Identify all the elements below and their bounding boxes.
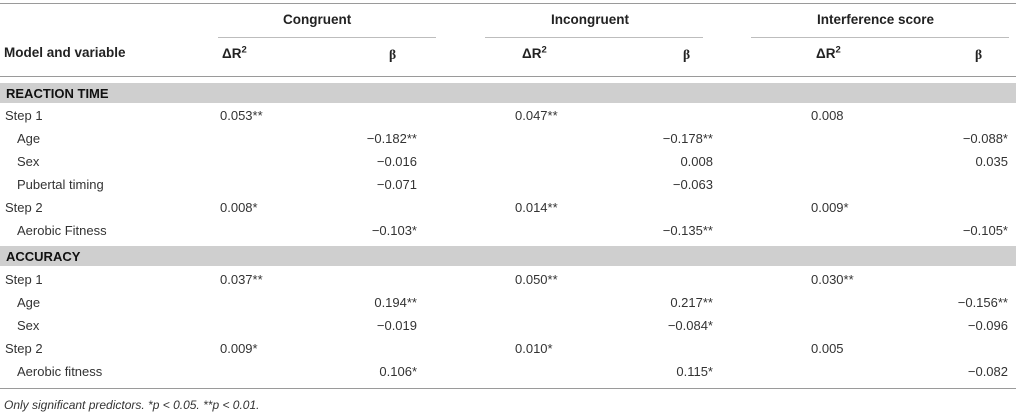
table-row: Pubertal timing −0.071 −0.063 bbox=[0, 173, 1016, 196]
cell-interference-beta: −0.082 bbox=[967, 364, 1008, 379]
cell-incongruent-dr2: 0.047** bbox=[515, 108, 558, 123]
delta-r2-text: ΔR bbox=[222, 46, 242, 61]
table-row: Aerobic Fitness −0.103* −0.135** −0.105* bbox=[0, 219, 1016, 242]
group-header-incongruent: Incongruent bbox=[551, 12, 629, 27]
cell-congruent-beta: −0.019 bbox=[376, 318, 417, 333]
cell-incongruent-beta: −0.178** bbox=[662, 131, 713, 146]
cell-interference-beta: −0.156** bbox=[957, 295, 1008, 310]
top-rule bbox=[0, 3, 1016, 4]
cell-incongruent-beta: 0.115* bbox=[676, 364, 713, 379]
delta-r2-header: ΔR2 bbox=[522, 44, 547, 61]
group-rule-interference bbox=[751, 37, 1009, 38]
table-row: Age 0.194** 0.217** −0.156** bbox=[0, 291, 1016, 314]
cell-incongruent-beta: −0.135** bbox=[662, 223, 713, 238]
row-label: Step 1 bbox=[5, 108, 43, 123]
row-label: Age bbox=[17, 131, 41, 146]
cell-incongruent-dr2: 0.010* bbox=[515, 341, 553, 356]
beta-header: β bbox=[389, 47, 397, 62]
cell-congruent-dr2: 0.037** bbox=[220, 272, 263, 287]
delta-r2-sup: 2 bbox=[241, 44, 247, 56]
table-row: Sex −0.019 −0.084* −0.096 bbox=[0, 314, 1016, 337]
table-row: Age −0.182** −0.178** −0.088* bbox=[0, 127, 1016, 150]
bottom-rule bbox=[0, 388, 1016, 389]
table-row: Step 2 0.008* 0.014** 0.009* bbox=[0, 196, 1016, 219]
cell-incongruent-beta: 0.008 bbox=[680, 154, 713, 169]
row-label: Age bbox=[17, 295, 41, 310]
row-label: Step 2 bbox=[5, 200, 43, 215]
table-row: Step 1 0.053** 0.047** 0.008 bbox=[0, 104, 1016, 127]
cell-incongruent-beta: −0.063 bbox=[672, 177, 713, 192]
table-row: Step 2 0.009* 0.010* 0.005 bbox=[0, 337, 1016, 360]
cell-incongruent-beta: −0.084* bbox=[667, 318, 713, 333]
cell-incongruent-dr2: 0.014** bbox=[515, 200, 558, 215]
row-label: Step 2 bbox=[5, 341, 43, 356]
row-label: Aerobic fitness bbox=[17, 364, 103, 379]
delta-r2-header: ΔR2 bbox=[222, 44, 247, 61]
delta-r2-sup: 2 bbox=[541, 44, 547, 56]
row-label: Pubertal timing bbox=[17, 177, 104, 192]
row-label-header: Model and variable bbox=[4, 45, 126, 60]
delta-r2-sup: 2 bbox=[835, 44, 841, 56]
cell-incongruent-beta: 0.217** bbox=[670, 295, 713, 310]
cell-interference-beta: −0.096 bbox=[967, 318, 1008, 333]
delta-r2-text: ΔR bbox=[816, 46, 836, 61]
cell-interference-beta: 0.035 bbox=[975, 154, 1008, 169]
cell-congruent-beta: 0.106* bbox=[379, 364, 417, 379]
table-row: Sex −0.016 0.008 0.035 bbox=[0, 150, 1016, 173]
cell-interference-beta: −0.088* bbox=[962, 131, 1008, 146]
table-row: Step 1 0.037** 0.050** 0.030** bbox=[0, 268, 1016, 291]
row-label: Aerobic Fitness bbox=[17, 223, 107, 238]
cell-congruent-beta: −0.182** bbox=[366, 131, 417, 146]
cell-interference-dr2: 0.009* bbox=[811, 200, 849, 215]
cell-interference-dr2: 0.008 bbox=[811, 108, 844, 123]
delta-r2-text: ΔR bbox=[522, 46, 542, 61]
cell-congruent-beta: −0.103* bbox=[371, 223, 417, 238]
section-header-reaction-time: REACTION TIME bbox=[0, 83, 1016, 103]
group-header-congruent: Congruent bbox=[283, 12, 352, 27]
group-rule-incongruent bbox=[485, 37, 703, 38]
table-row: Aerobic fitness 0.106* 0.115* −0.082 bbox=[0, 360, 1016, 383]
cell-congruent-dr2: 0.009* bbox=[220, 341, 258, 356]
row-label: Sex bbox=[17, 318, 40, 333]
beta-header: β bbox=[683, 47, 691, 62]
section-title: REACTION TIME bbox=[6, 86, 109, 101]
beta-header: β bbox=[975, 47, 983, 62]
cell-congruent-beta: −0.071 bbox=[376, 177, 417, 192]
delta-r2-header: ΔR2 bbox=[816, 44, 841, 61]
cell-interference-beta: −0.105* bbox=[962, 223, 1008, 238]
cell-congruent-dr2: 0.008* bbox=[220, 200, 258, 215]
cell-congruent-beta: −0.016 bbox=[376, 154, 417, 169]
cell-interference-dr2: 0.005 bbox=[811, 341, 844, 356]
cell-interference-dr2: 0.030** bbox=[811, 272, 854, 287]
header-rule bbox=[0, 76, 1016, 77]
section-title: ACCURACY bbox=[6, 249, 81, 264]
cell-incongruent-dr2: 0.050** bbox=[515, 272, 558, 287]
group-header-interference: Interference score bbox=[817, 12, 935, 27]
row-label: Step 1 bbox=[5, 272, 43, 287]
table-footnote: Only significant predictors. *p < 0.05. … bbox=[4, 398, 260, 412]
row-label: Sex bbox=[17, 154, 40, 169]
cell-congruent-dr2: 0.053** bbox=[220, 108, 263, 123]
cell-congruent-beta: 0.194** bbox=[374, 295, 417, 310]
group-rule-congruent bbox=[218, 37, 436, 38]
section-header-accuracy: ACCURACY bbox=[0, 246, 1016, 266]
